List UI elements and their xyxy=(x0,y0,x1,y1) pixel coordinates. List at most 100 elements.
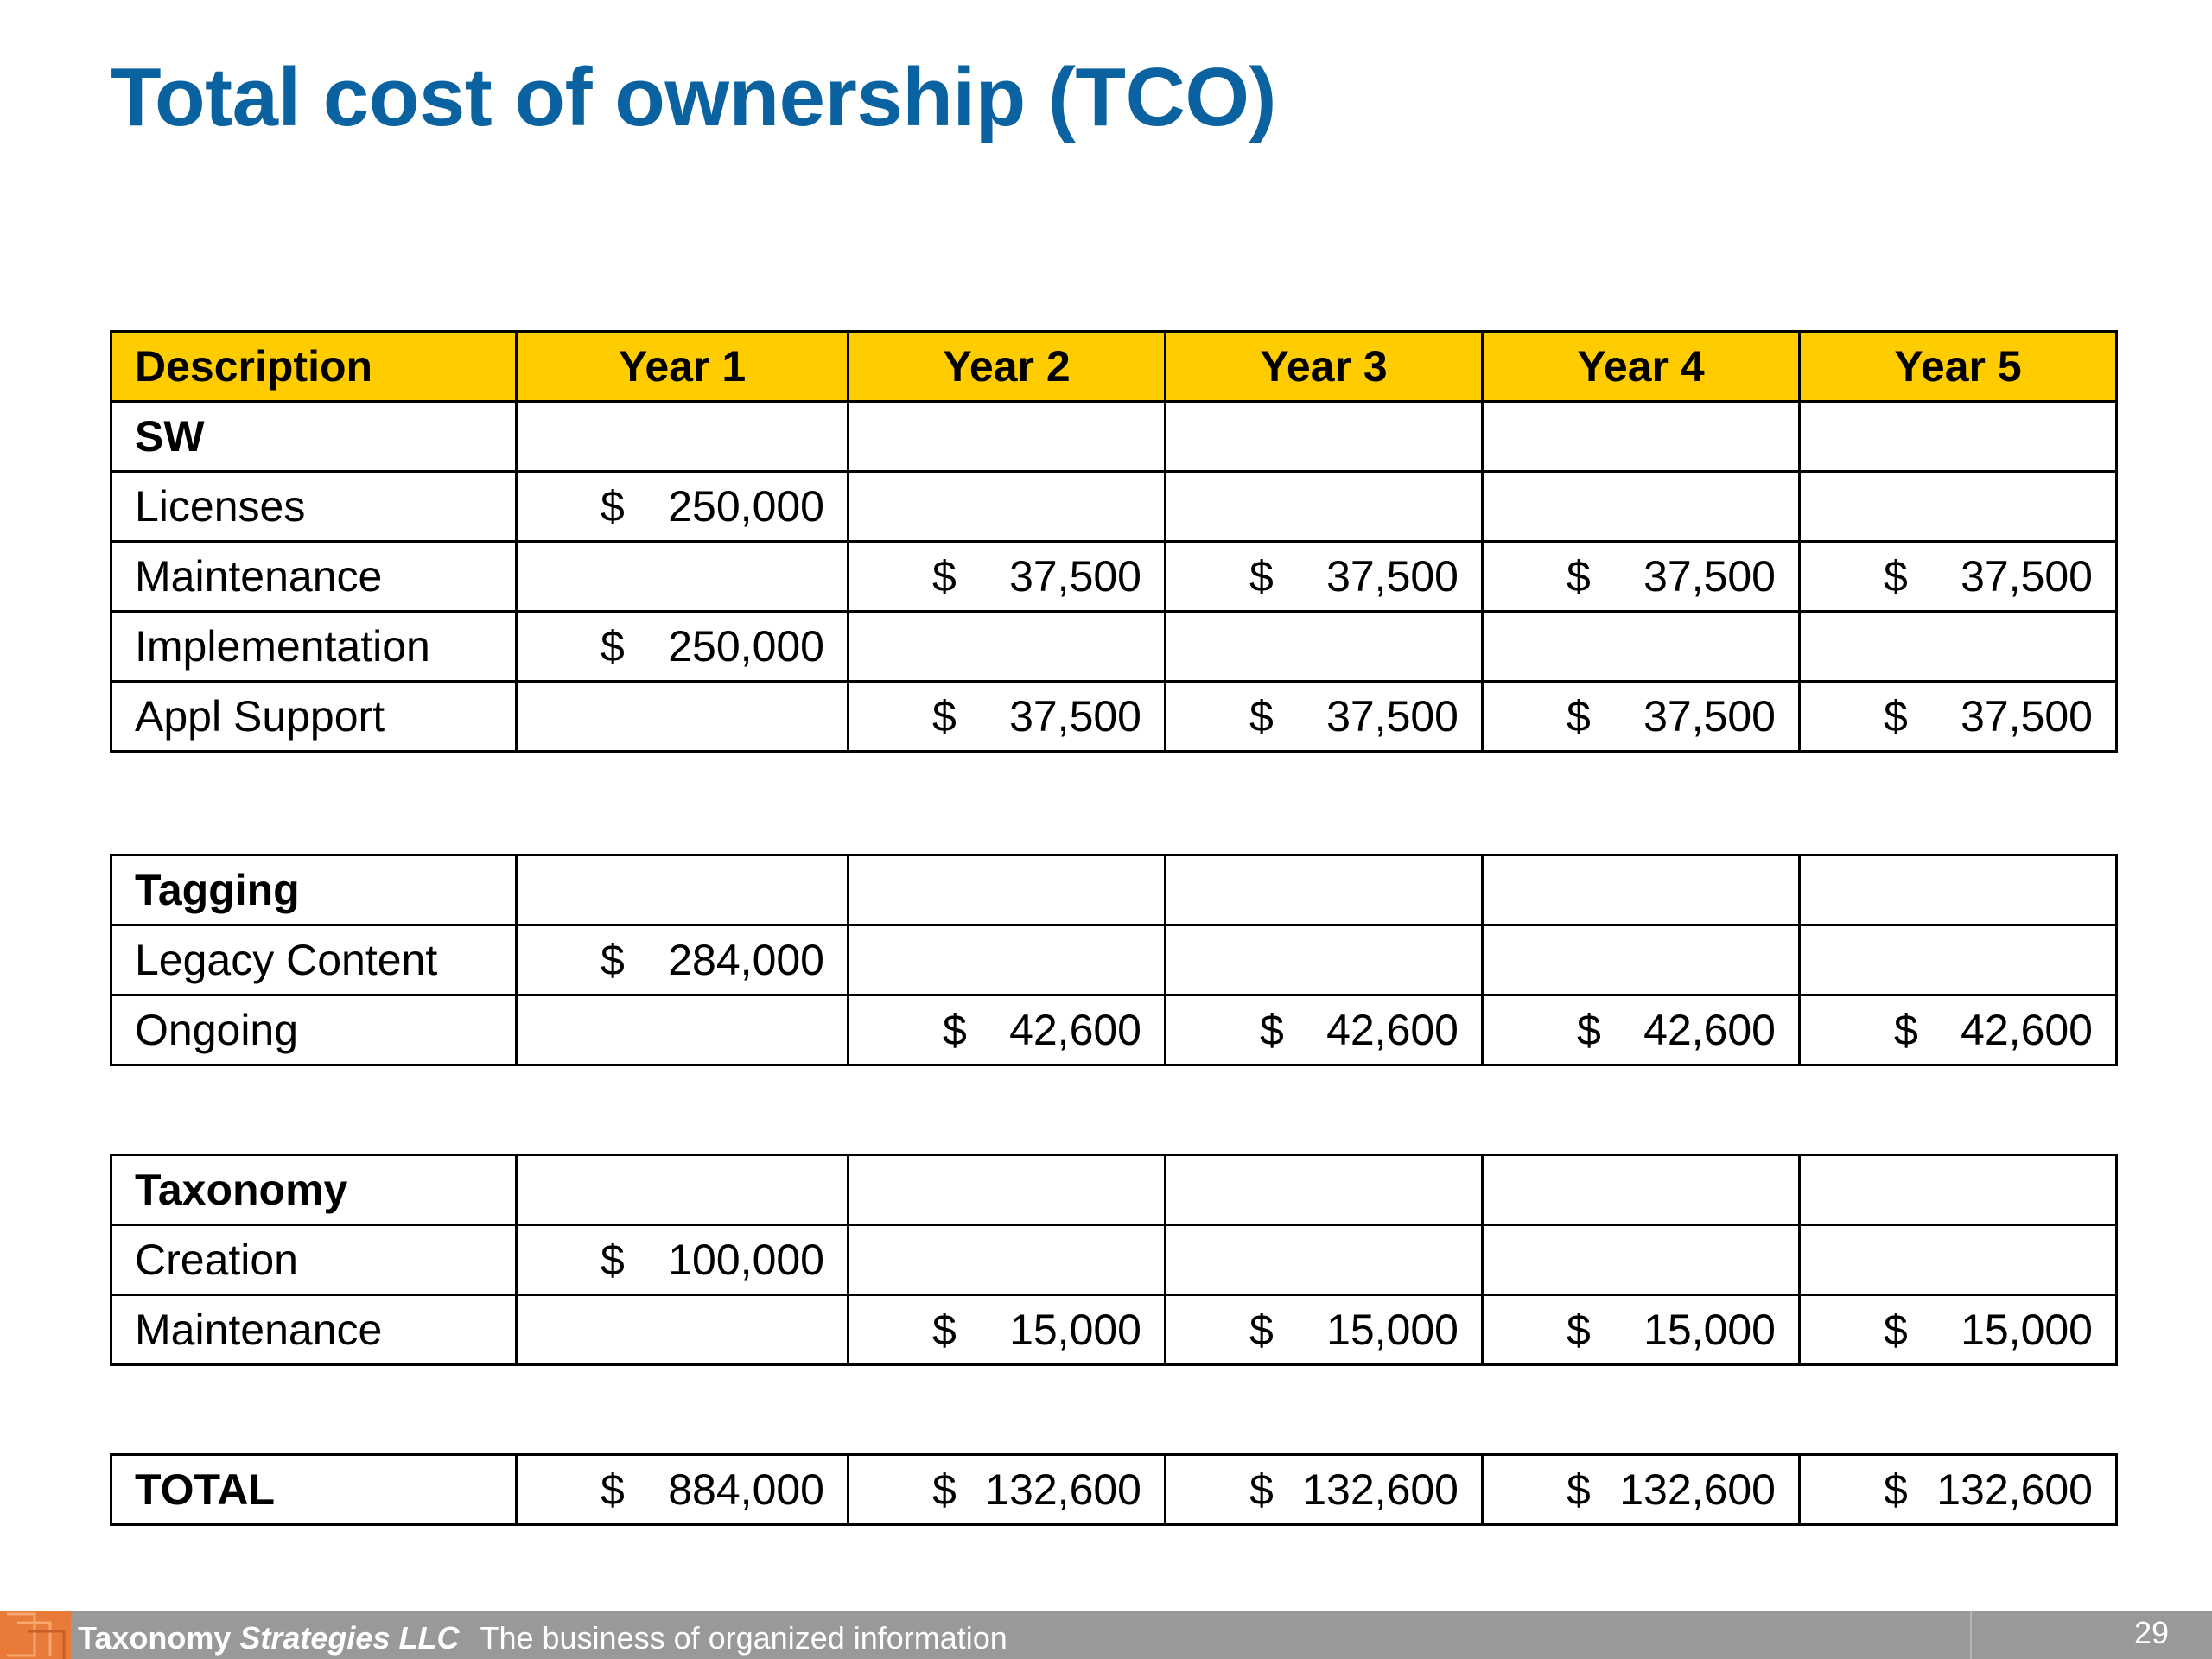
empty-cell xyxy=(515,994,849,1066)
section-row-tagging: Tagging xyxy=(110,854,2118,926)
currency-symbol: $ xyxy=(1567,1306,1591,1354)
currency-symbol: $ xyxy=(932,1306,957,1354)
table-row-taxonomy-maintenance: Maintenance $15,000 $15,000 $15,000 $15,… xyxy=(110,1294,2118,1366)
amount-cell: $37,500 xyxy=(1481,540,1801,613)
amount-value: 37,500 xyxy=(1643,692,1776,741)
empty-cell xyxy=(1798,854,2118,926)
amount-value: 37,500 xyxy=(1009,692,1141,741)
currency-symbol: $ xyxy=(601,622,625,671)
amount-cell: $42,600 xyxy=(1481,994,1801,1066)
currency-symbol: $ xyxy=(1884,692,1908,741)
amount-value: 37,500 xyxy=(1009,552,1141,601)
amount-cell: $42,600 xyxy=(1164,994,1484,1066)
amount-cell: $42,600 xyxy=(847,994,1166,1066)
amount-value: 42,600 xyxy=(1961,1006,2093,1054)
amount-cell: $15,000 xyxy=(847,1294,1166,1366)
total-value: 132,600 xyxy=(1619,1465,1776,1514)
amount-cell: $284,000 xyxy=(515,924,849,996)
page-title: Total cost of ownership (TCO) xyxy=(111,51,1277,143)
currency-symbol: $ xyxy=(601,482,625,531)
amount-value: 250,000 xyxy=(668,482,824,531)
empty-cell xyxy=(847,610,1166,683)
footer-brand: Taxonomy Strategies LLC The business of … xyxy=(78,1620,1007,1656)
currency-symbol: $ xyxy=(932,1465,957,1514)
empty-cell xyxy=(1164,610,1484,683)
section-row-sw: SW xyxy=(110,400,2118,473)
empty-cell xyxy=(515,1154,849,1226)
total-label: TOTAL xyxy=(110,1453,518,1526)
table-header-row: Description Year 1 Year 2 Year 3 Year 4 … xyxy=(110,330,2118,403)
currency-symbol: $ xyxy=(601,1465,625,1514)
taxonomy-cost-table: Taxonomy Creation $100,000 Maintenance $… xyxy=(110,1154,2118,1366)
empty-cell xyxy=(847,924,1166,996)
section-row-taxonomy: Taxonomy xyxy=(110,1154,2118,1226)
amount-cell: $37,500 xyxy=(847,680,1166,753)
header-year-5: Year 5 xyxy=(1798,330,2118,403)
empty-cell xyxy=(515,1294,849,1366)
currency-symbol: $ xyxy=(1249,1306,1274,1354)
currency-symbol: $ xyxy=(1894,1006,1918,1054)
currency-symbol: $ xyxy=(1884,1306,1908,1354)
amount-value: 15,000 xyxy=(1961,1306,2093,1354)
currency-symbol: $ xyxy=(1567,552,1591,601)
company-tagline: The business of organized information xyxy=(480,1620,1007,1656)
empty-cell xyxy=(847,854,1166,926)
empty-cell xyxy=(1481,1154,1801,1226)
table-row-creation: Creation $100,000 xyxy=(110,1224,2118,1296)
amount-value: 42,600 xyxy=(1009,1006,1141,1054)
amount-value: 37,500 xyxy=(1326,552,1459,601)
empty-cell xyxy=(515,400,849,473)
total-cost-table: TOTAL $884,000 $132,600 $132,600 $132,60… xyxy=(110,1453,2118,1526)
empty-cell xyxy=(1798,1224,2118,1296)
page-number: 29 xyxy=(2133,1615,2169,1650)
amount-cell: $250,000 xyxy=(515,610,849,683)
total-value: 132,600 xyxy=(1302,1465,1459,1514)
amount-cell: $100,000 xyxy=(515,1224,849,1296)
total-value: 884,000 xyxy=(668,1465,824,1514)
amount-value: 37,500 xyxy=(1643,552,1776,601)
total-cell: $132,600 xyxy=(1164,1453,1484,1526)
empty-cell xyxy=(515,680,849,753)
header-year-2: Year 2 xyxy=(847,330,1166,403)
amount-cell: $37,500 xyxy=(847,540,1166,613)
table-row-legacy-content: Legacy Content $284,000 xyxy=(110,924,2118,996)
empty-cell xyxy=(1164,470,1484,543)
empty-cell xyxy=(1798,1154,2118,1226)
table-row-sw-maintenance: Maintenance $37,500 $37,500 $37,500 $37,… xyxy=(110,540,2118,613)
empty-cell xyxy=(1798,470,2118,543)
amount-value: 100,000 xyxy=(668,1236,824,1284)
amount-value: 42,600 xyxy=(1326,1006,1459,1054)
company-logo-icon xyxy=(0,1611,71,1659)
currency-symbol: $ xyxy=(1577,1006,1601,1054)
empty-cell xyxy=(1798,610,2118,683)
empty-cell xyxy=(1798,400,2118,473)
empty-cell xyxy=(1481,854,1801,926)
amount-cell: $37,500 xyxy=(1798,540,2118,613)
table-row-implementation: Implementation $250,000 xyxy=(110,610,2118,683)
amount-cell: $15,000 xyxy=(1798,1294,2118,1366)
amount-value: 37,500 xyxy=(1326,692,1459,741)
table-row-licenses: Licenses $250,000 xyxy=(110,470,2118,543)
empty-cell xyxy=(847,470,1166,543)
row-label: Appl Support xyxy=(110,680,518,753)
empty-cell xyxy=(1164,924,1484,996)
amount-value: 15,000 xyxy=(1009,1306,1141,1354)
total-cell: $132,600 xyxy=(1481,1453,1801,1526)
tagging-cost-table: Tagging Legacy Content $284,000 Ongoing … xyxy=(110,854,2118,1066)
empty-cell xyxy=(1164,854,1484,926)
total-value: 132,600 xyxy=(985,1465,1141,1514)
row-label: Legacy Content xyxy=(110,924,518,996)
currency-symbol: $ xyxy=(1249,1465,1274,1514)
currency-symbol: $ xyxy=(932,552,957,601)
total-cell: $884,000 xyxy=(515,1453,849,1526)
currency-symbol: $ xyxy=(943,1006,967,1054)
section-label-sw: SW xyxy=(110,400,518,473)
row-label: Ongoing xyxy=(110,994,518,1066)
currency-symbol: $ xyxy=(1567,1465,1591,1514)
empty-cell xyxy=(1798,924,2118,996)
header-year-4: Year 4 xyxy=(1481,330,1801,403)
amount-cell: $37,500 xyxy=(1164,540,1484,613)
empty-cell xyxy=(1481,1224,1801,1296)
total-cell: $132,600 xyxy=(1798,1453,2118,1526)
